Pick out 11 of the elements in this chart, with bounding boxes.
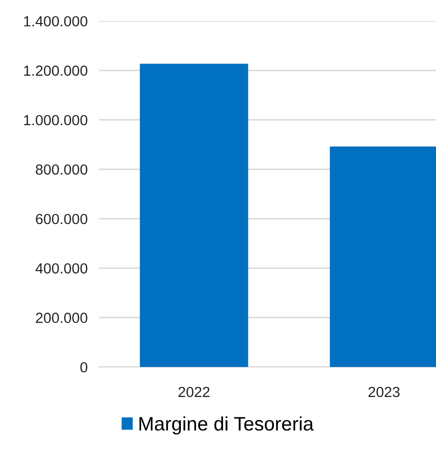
y-tick-label: 1.000.000 <box>24 114 88 126</box>
y-tick-label: 600.000 <box>36 214 88 224</box>
y-tick-label: 400.000 <box>36 263 88 274</box>
y-tick-label: 0 <box>80 362 88 372</box>
y-tick-label: 1.400.000 <box>24 16 88 26</box>
y-tick-label: 200.000 <box>36 312 88 323</box>
legend-label: Margine di Tesoreria <box>139 416 314 434</box>
x-tick-label: 2023 <box>368 386 400 398</box>
x-tick-label: 2022 <box>178 386 210 398</box>
y-tick-label: 800.000 <box>36 164 88 175</box>
y-tick-label: 1.200.000 <box>24 66 88 76</box>
